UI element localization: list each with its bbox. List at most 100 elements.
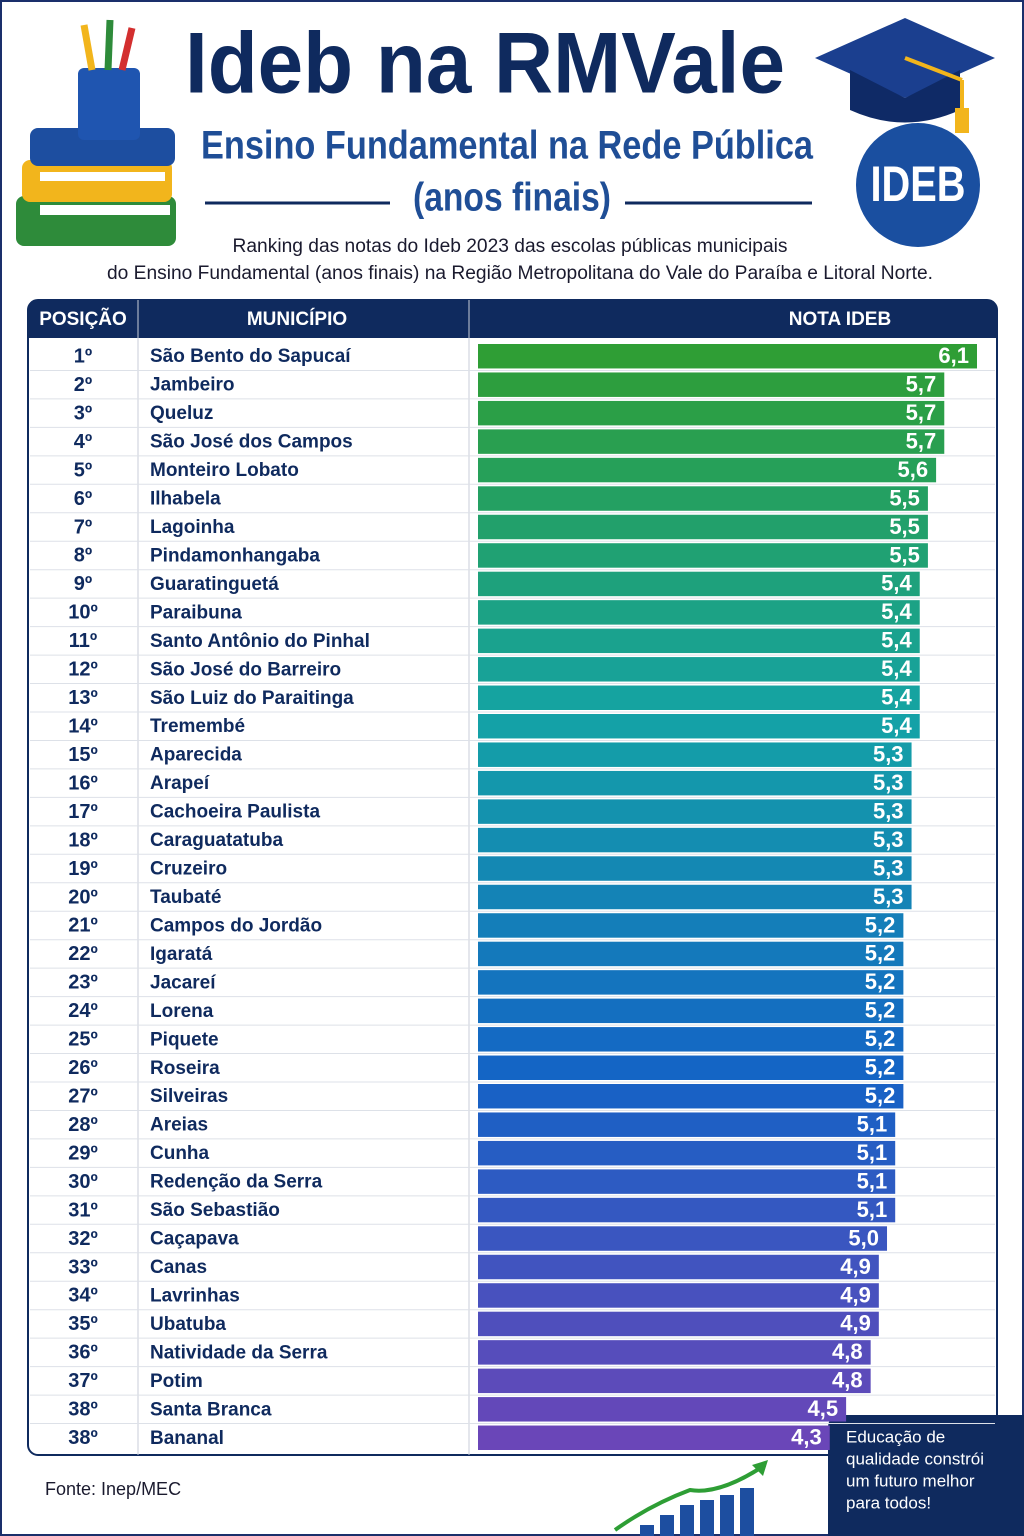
- municipality: Jacareí: [150, 972, 216, 993]
- municipality: Paraibuna: [150, 602, 242, 623]
- table-header: [28, 300, 997, 338]
- position: 8º: [74, 545, 92, 567]
- value-label: 5,3: [873, 827, 904, 852]
- value-label: 4,3: [791, 1425, 822, 1450]
- value-label: 5,3: [873, 855, 904, 880]
- bar: [478, 344, 977, 369]
- position: 38º: [68, 1427, 98, 1449]
- municipality: São Luiz do Paraitinga: [150, 688, 354, 709]
- bar: [478, 543, 928, 568]
- municipality: Lavrinhas: [150, 1285, 240, 1306]
- bar: [478, 514, 928, 540]
- value-label: 4,8: [832, 1339, 863, 1364]
- municipality: Ubatuba: [150, 1314, 226, 1335]
- value-label: 5,4: [881, 599, 912, 624]
- bar: [478, 600, 920, 625]
- value-label: 5,4: [881, 628, 912, 653]
- bar: [478, 856, 912, 881]
- position: 6º: [74, 488, 92, 510]
- municipality: Cachoeira Paulista: [150, 802, 320, 823]
- position: 1º: [74, 346, 92, 368]
- position: 3º: [74, 402, 92, 424]
- position: 7º: [74, 516, 92, 538]
- position: 34º: [68, 1285, 98, 1307]
- bar: [478, 1425, 830, 1450]
- municipality: Taubaté: [150, 887, 221, 908]
- municipality: Aparecida: [150, 745, 242, 766]
- municipality: Lagoinha: [150, 517, 235, 538]
- subtitle2: (anos finais): [413, 176, 611, 220]
- position: 20º: [68, 886, 98, 908]
- slogan: Educação de: [846, 1427, 945, 1446]
- position: 32º: [68, 1228, 98, 1250]
- municipality: São José dos Campos: [150, 432, 353, 453]
- description: Ranking das notas do Ideb 2023 das escol…: [233, 236, 788, 257]
- bar: [478, 571, 920, 597]
- bar: [478, 657, 920, 682]
- position: 26º: [68, 1057, 98, 1079]
- position: 4º: [74, 431, 92, 453]
- description: do Ensino Fundamental (anos finais) na R…: [107, 263, 933, 284]
- municipality: Caçapava: [150, 1229, 239, 1250]
- source: Fonte: Inep/MEC: [45, 1479, 181, 1499]
- bar: [478, 457, 937, 483]
- bar: [478, 1397, 847, 1422]
- municipality: Bananal: [150, 1428, 224, 1449]
- position: 16º: [68, 772, 98, 794]
- municipality: São José do Barreiro: [150, 659, 341, 680]
- position: 12º: [68, 659, 98, 681]
- bar: [478, 1226, 888, 1251]
- position: 18º: [68, 829, 98, 851]
- municipality: Cruzeiro: [150, 859, 227, 880]
- position: 14º: [68, 716, 98, 738]
- municipality: Pindamonhangaba: [150, 545, 320, 566]
- value-label: 5,1: [857, 1140, 888, 1165]
- bar: [478, 1283, 879, 1308]
- value-label: 6,1: [938, 343, 969, 368]
- municipality: Caraguatatuba: [150, 830, 283, 851]
- municipality: Queluz: [150, 403, 213, 424]
- position: 21º: [68, 915, 98, 937]
- bar: [478, 941, 904, 967]
- bar: [478, 1084, 904, 1109]
- value-label: 5,7: [906, 400, 937, 425]
- position: 31º: [68, 1199, 98, 1221]
- bar: [478, 1140, 896, 1166]
- bar: [478, 1027, 904, 1052]
- value-label: 5,5: [889, 542, 920, 567]
- value-label: 5,1: [857, 1197, 888, 1222]
- value-label: 4,9: [840, 1311, 871, 1336]
- position: 24º: [68, 1000, 98, 1022]
- value-label: 4,9: [840, 1282, 871, 1307]
- bar: [478, 628, 920, 654]
- position: 25º: [68, 1029, 98, 1051]
- value-label: 4,9: [840, 1254, 871, 1279]
- bar: [478, 970, 904, 995]
- position: 10º: [68, 602, 98, 624]
- value-label: 4,5: [808, 1396, 839, 1421]
- municipality: Redenção da Serra: [150, 1172, 323, 1193]
- header: MUNICÍPIO: [247, 308, 347, 330]
- value-label: 5,5: [889, 485, 920, 510]
- municipality: Canas: [150, 1257, 207, 1278]
- value-label: 5,4: [881, 713, 912, 738]
- bar: [478, 685, 920, 710]
- slogan: para todos!: [846, 1493, 931, 1512]
- value-label: 5,4: [881, 656, 912, 681]
- municipality: Silveiras: [150, 1086, 228, 1107]
- position: 38º: [68, 1399, 98, 1421]
- municipality: Monteiro Lobato: [150, 460, 299, 481]
- growth-icon: [613, 1460, 768, 1536]
- value-label: 5,3: [873, 798, 904, 823]
- value-label: 5,2: [865, 998, 896, 1023]
- books-icon: [16, 19, 176, 246]
- municipality: Jambeiro: [150, 375, 234, 396]
- value-label: 5,4: [881, 685, 912, 710]
- municipality: Campos do Jordão: [150, 915, 322, 936]
- bar: [478, 1197, 896, 1223]
- bar: [478, 429, 945, 454]
- bar: [478, 742, 912, 767]
- bar: [478, 827, 912, 853]
- slogan: qualidade constrói: [846, 1449, 984, 1468]
